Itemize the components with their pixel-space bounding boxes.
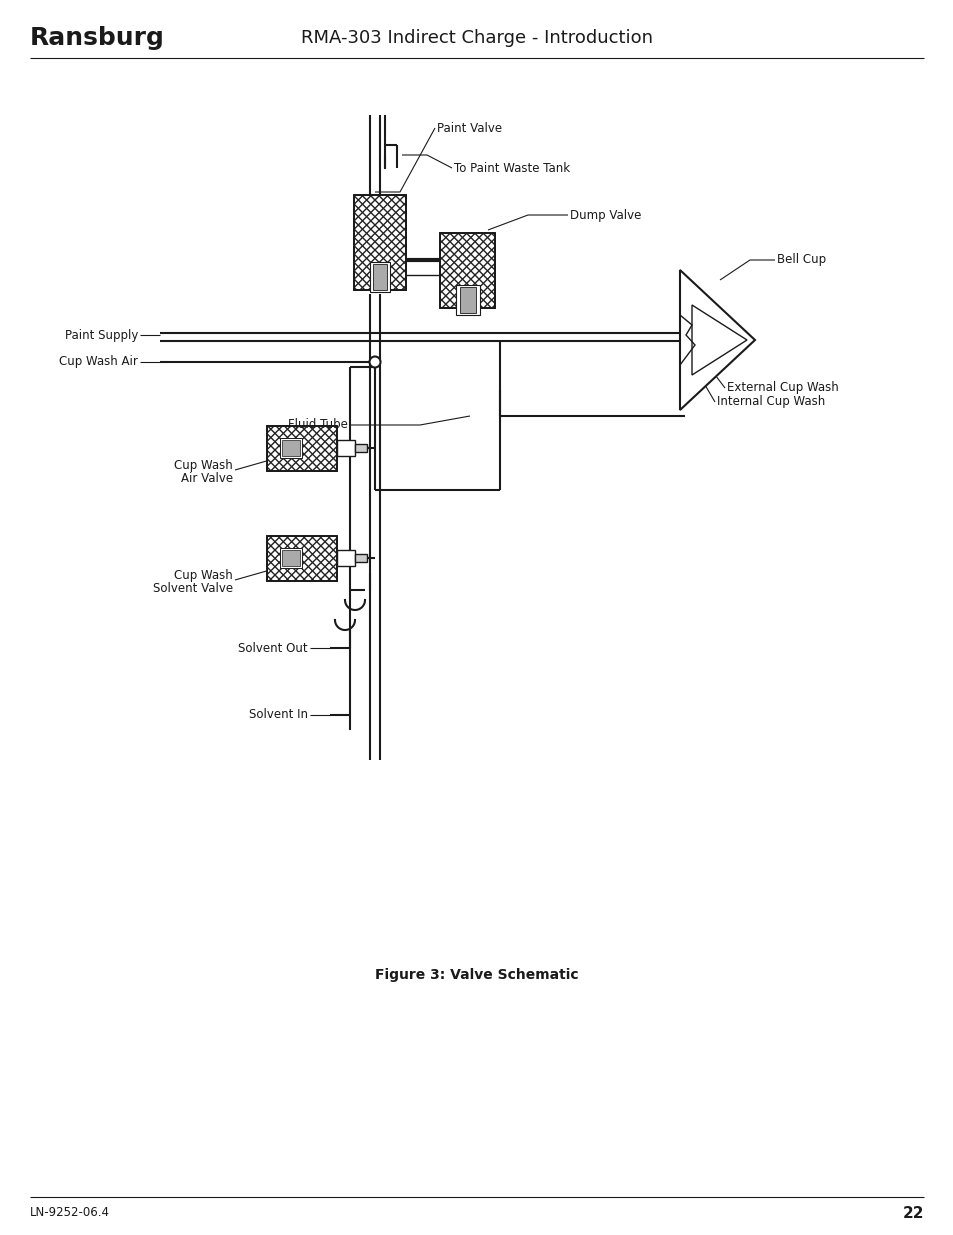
- Bar: [440, 232, 495, 308]
- Bar: [355, 555, 367, 562]
- Bar: [280, 548, 302, 568]
- Text: Bell Cup: Bell Cup: [776, 253, 825, 267]
- Bar: [267, 536, 336, 580]
- Text: Figure 3: Valve Schematic: Figure 3: Valve Schematic: [375, 968, 578, 982]
- Text: Fluid Tube: Fluid Tube: [288, 419, 348, 431]
- Bar: [267, 426, 336, 471]
- Polygon shape: [679, 270, 754, 410]
- Text: Cup Wash: Cup Wash: [174, 459, 233, 473]
- Bar: [354, 194, 406, 289]
- Bar: [336, 440, 355, 456]
- Text: To Paint Waste Tank: To Paint Waste Tank: [454, 162, 570, 174]
- Bar: [282, 550, 299, 566]
- Text: Paint Valve: Paint Valve: [436, 121, 501, 135]
- Text: Solvent Out: Solvent Out: [238, 641, 308, 655]
- Bar: [354, 194, 406, 289]
- Text: Solvent Valve: Solvent Valve: [152, 582, 233, 594]
- Bar: [336, 550, 355, 566]
- Text: Internal Cup Wash: Internal Cup Wash: [717, 395, 824, 409]
- Text: Cup Wash Air: Cup Wash Air: [59, 356, 138, 368]
- Text: Dump Valve: Dump Valve: [569, 209, 640, 221]
- Bar: [354, 194, 406, 289]
- Bar: [373, 264, 387, 290]
- Bar: [267, 536, 336, 580]
- Bar: [267, 536, 336, 580]
- Text: Paint Supply: Paint Supply: [65, 329, 138, 342]
- Bar: [440, 232, 495, 308]
- Bar: [459, 287, 476, 312]
- Text: Cup Wash: Cup Wash: [174, 569, 233, 583]
- Bar: [440, 232, 495, 308]
- Text: RMA-303 Indirect Charge - Introduction: RMA-303 Indirect Charge - Introduction: [301, 28, 652, 47]
- Bar: [267, 426, 336, 471]
- Bar: [267, 426, 336, 471]
- Bar: [355, 445, 367, 452]
- Text: External Cup Wash: External Cup Wash: [726, 382, 838, 394]
- Text: Ransburg: Ransburg: [30, 26, 165, 49]
- Bar: [370, 262, 390, 291]
- Bar: [282, 440, 299, 456]
- Text: LN-9252-06.4: LN-9252-06.4: [30, 1207, 110, 1219]
- Bar: [280, 438, 302, 458]
- Bar: [354, 194, 406, 289]
- Text: Solvent In: Solvent In: [249, 709, 308, 721]
- Circle shape: [369, 357, 380, 368]
- Text: 22: 22: [902, 1205, 923, 1220]
- Bar: [440, 232, 495, 308]
- Text: Air Valve: Air Valve: [181, 472, 233, 484]
- Bar: [267, 536, 336, 580]
- Bar: [456, 285, 479, 315]
- Bar: [267, 426, 336, 471]
